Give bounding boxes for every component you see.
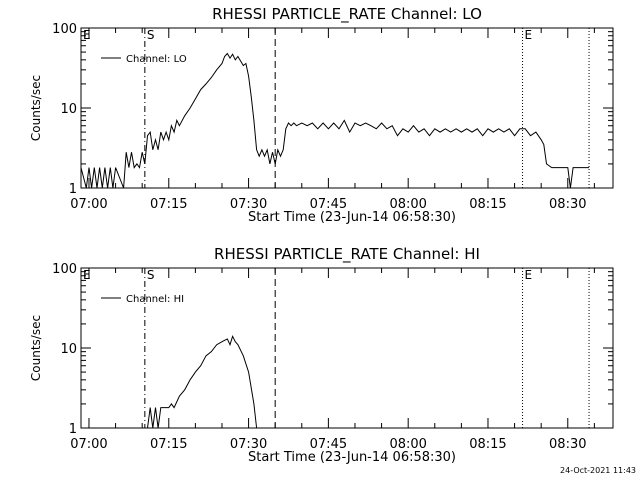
footer-timestamp: 24-Oct-2021 11:43 [560, 466, 636, 475]
x-tick-label: 07:45 [310, 197, 347, 212]
series-line-1 [80, 52, 590, 189]
x-axis-label: Start Time (23-Jun-14 06:58:30) [248, 450, 456, 465]
y-tick-label: 1 [69, 422, 77, 437]
x-tick-label: 08:30 [549, 437, 586, 452]
event-marker-label: S [147, 268, 155, 282]
x-tick-label: 07:45 [310, 437, 347, 452]
chart-title: RHESSI PARTICLE_RATE Channel: HI [214, 245, 480, 264]
x-tick-label: 07:30 [230, 197, 267, 212]
x-tick-label: 08:00 [389, 437, 426, 452]
chart-panel-2: RHESSI PARTICLE_RATE Channel: HI Counts/s… [29, 245, 614, 465]
series-line-1 [147, 334, 258, 429]
plot-frame [80, 27, 614, 189]
y-axis-label: Counts/sec [29, 75, 43, 141]
event-marker-label: E [525, 268, 533, 282]
y-tick-label: 10 [60, 102, 77, 117]
y-tick-label: 100 [52, 22, 77, 37]
y-tick-label: 10 [60, 342, 77, 357]
plot-frame [80, 267, 614, 429]
x-tick-label: 07:00 [70, 197, 107, 212]
y-tick-label: 100 [52, 262, 77, 277]
x-tick-label: 07:00 [70, 437, 107, 452]
x-tick-label: 08:30 [549, 197, 586, 212]
chart-title: RHESSI PARTICLE_RATE Channel: LO [212, 5, 482, 24]
y-tick-label: 1 [69, 182, 77, 197]
x-tick-label: 08:00 [389, 197, 426, 212]
x-tick-label: 07:15 [150, 197, 187, 212]
x-tick-label: 08:15 [469, 437, 506, 452]
chart-panel-1: RHESSI PARTICLE_RATE Channel: LO Counts/s… [29, 5, 614, 225]
event-marker-label: E [83, 28, 91, 42]
event-marker-label: E [83, 268, 91, 282]
x-tick-label: 07:30 [230, 437, 267, 452]
event-marker-label: S [147, 28, 155, 42]
y-axis-label: Counts/sec [29, 315, 43, 381]
x-axis-label: Start Time (23-Jun-14 06:58:30) [248, 210, 456, 225]
x-tick-label: 08:15 [469, 197, 506, 212]
x-tick-label: 07:15 [150, 437, 187, 452]
legend-label: Channel: LO [126, 54, 187, 65]
legend-label: Channel: HI [126, 294, 184, 305]
event-marker-label: E [525, 28, 533, 42]
